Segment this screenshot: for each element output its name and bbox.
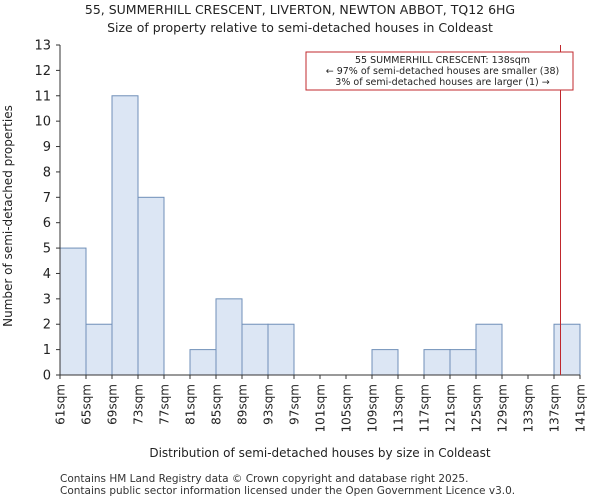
x-tick-label: 129sqm bbox=[496, 384, 510, 432]
y-tick-label: 8 bbox=[43, 165, 51, 180]
x-tick-label: 85sqm bbox=[210, 384, 224, 425]
x-tick-label: 77sqm bbox=[158, 384, 172, 425]
annotation-line: ← 97% of semi-detached houses are smalle… bbox=[326, 66, 560, 77]
x-tick-label: 137sqm bbox=[548, 384, 562, 432]
y-tick-label: 12 bbox=[34, 64, 51, 79]
y-tick-label: 11 bbox=[34, 89, 51, 104]
y-tick-label: 13 bbox=[34, 39, 51, 54]
footer-copyright: Contains HM Land Registry data © Crown c… bbox=[60, 473, 469, 485]
histogram-bar-69sqm bbox=[111, 95, 139, 376]
histogram-bar-85sqm bbox=[215, 298, 243, 376]
chart-subtitle: Size of property relative to semi-detach… bbox=[107, 20, 493, 35]
x-tick-label: 69sqm bbox=[106, 384, 120, 425]
y-tick-label: 3 bbox=[43, 292, 51, 307]
histogram-bar-61sqm bbox=[59, 247, 87, 376]
x-tick-label: 109sqm bbox=[366, 384, 380, 432]
histogram-bar-89sqm bbox=[241, 323, 269, 376]
x-tick-label: 117sqm bbox=[418, 384, 432, 432]
x-tick-label: 141sqm bbox=[574, 384, 588, 432]
histogram-bar-109sqm bbox=[371, 349, 399, 376]
y-tick-label: 6 bbox=[43, 216, 51, 231]
x-tick-label: 113sqm bbox=[392, 384, 406, 432]
histogram-bar-81sqm bbox=[189, 349, 217, 376]
y-tick-label: 0 bbox=[43, 369, 51, 384]
y-tick-label: 5 bbox=[43, 242, 51, 257]
y-tick-label: 2 bbox=[43, 318, 51, 333]
annotation-line: 3% of semi-detached houses are larger (1… bbox=[335, 77, 549, 88]
histogram-bar-73sqm bbox=[137, 196, 165, 376]
x-tick-label: 133sqm bbox=[522, 384, 536, 432]
chart-title-address: 55, SUMMERHILL CRESCENT, LIVERTON, NEWTO… bbox=[84, 2, 516, 17]
y-axis-label: Number of semi-detached properties bbox=[1, 105, 15, 327]
x-tick-label: 61sqm bbox=[54, 384, 68, 425]
x-tick-label: 97sqm bbox=[288, 384, 302, 425]
histogram-bar-93sqm bbox=[267, 323, 295, 376]
histogram-bar-137sqm bbox=[553, 323, 581, 376]
y-tick-label: 10 bbox=[34, 115, 51, 130]
histogram-bar-65sqm bbox=[85, 323, 113, 376]
histogram-bar-121sqm bbox=[449, 349, 477, 376]
x-axis-label: Distribution of semi-detached houses by … bbox=[149, 446, 491, 460]
y-tick-label: 4 bbox=[43, 267, 51, 282]
y-tick-label: 9 bbox=[43, 140, 51, 155]
x-tick-label: 65sqm bbox=[80, 384, 94, 425]
x-tick-label: 105sqm bbox=[340, 384, 354, 432]
histogram-bar-117sqm bbox=[423, 349, 451, 376]
x-tick-label: 93sqm bbox=[262, 384, 276, 425]
x-tick-label: 81sqm bbox=[184, 384, 198, 425]
annotation-box bbox=[305, 51, 574, 91]
y-tick-label: 1 bbox=[43, 343, 51, 358]
x-tick-label: 121sqm bbox=[444, 384, 458, 432]
x-tick-label: 89sqm bbox=[236, 384, 250, 425]
annotation-line: 55 SUMMERHILL CRESCENT: 138sqm bbox=[355, 55, 530, 66]
x-tick-label: 73sqm bbox=[132, 384, 146, 425]
histogram-bar-125sqm bbox=[475, 323, 503, 376]
y-tick-label: 7 bbox=[43, 191, 51, 206]
footer-licence: Contains public sector information licen… bbox=[60, 485, 516, 497]
x-tick-label: 125sqm bbox=[470, 384, 484, 432]
x-tick-label: 101sqm bbox=[314, 384, 328, 432]
